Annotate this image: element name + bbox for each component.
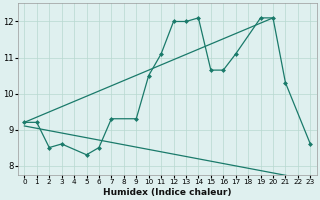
X-axis label: Humidex (Indice chaleur): Humidex (Indice chaleur) <box>103 188 232 197</box>
